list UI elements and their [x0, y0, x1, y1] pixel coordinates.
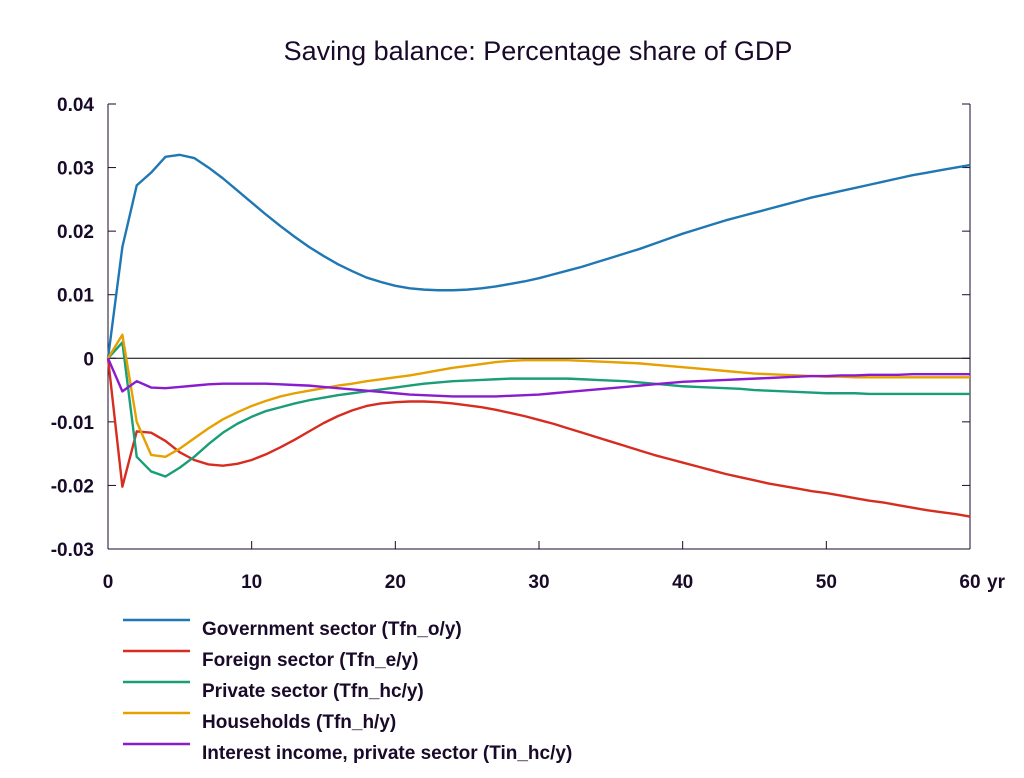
y-tick-label: 0.03: [57, 159, 94, 180]
x-tick-label: 10: [241, 572, 262, 593]
legend-item: Private sector (Tfn_hc/y): [123, 680, 424, 702]
series-line-5: [106, 357, 970, 398]
axes: 0.04 0.03 0.02 0.01 0 -0.01 -0.02 -0.03 0 10 20 30 4…: [51, 95, 1006, 593]
y-tick-label: 0.04: [57, 95, 94, 116]
series-line-1: [106, 153, 971, 359]
legend-item: Government sector (Tfn_o/y): [123, 618, 462, 640]
x-tick-label: 20: [385, 572, 406, 593]
series-line-2: [106, 358, 971, 518]
x-tick-label: 60: [959, 572, 980, 593]
legend-label: Foreign sector (Tfn_e/y): [202, 650, 418, 671]
y-tick-label: -0.02: [51, 476, 94, 497]
x-tick-label: 0: [103, 572, 114, 593]
y-tick-label: 0.02: [57, 222, 94, 243]
y-tick-label: 0: [83, 349, 94, 370]
x-unit-label: yr: [987, 572, 1006, 593]
x-tick-label: 50: [816, 572, 837, 593]
legend-label: Government sector (Tfn_o/y): [202, 619, 462, 640]
legend-label: Interest income, private sector (Tin_hc/…: [202, 743, 572, 764]
x-tick-label: 30: [528, 572, 549, 593]
series-lines: [106, 153, 971, 518]
legend-item: Interest income, private sector (Tin_hc/…: [123, 742, 572, 764]
y-tick-label: 0.01: [57, 286, 94, 307]
legend-item: Foreign sector (Tfn_e/y): [123, 649, 418, 671]
y-tick-label: -0.01: [51, 413, 95, 434]
y-tick-label: -0.03: [51, 540, 94, 561]
legend-item: Households (Tfn_h/y): [123, 711, 396, 733]
chart-title: Saving balance: Percentage share of GDP: [284, 36, 793, 66]
legend-label: Households (Tfn_h/y): [202, 712, 396, 733]
series-line-4: [106, 333, 970, 459]
legend: Government sector (Tfn_o/y) Foreign secto…: [123, 618, 572, 764]
series-line-3: [107, 341, 970, 478]
x-tick-label: 40: [672, 572, 693, 593]
legend-label: Private sector (Tfn_hc/y): [202, 681, 424, 702]
